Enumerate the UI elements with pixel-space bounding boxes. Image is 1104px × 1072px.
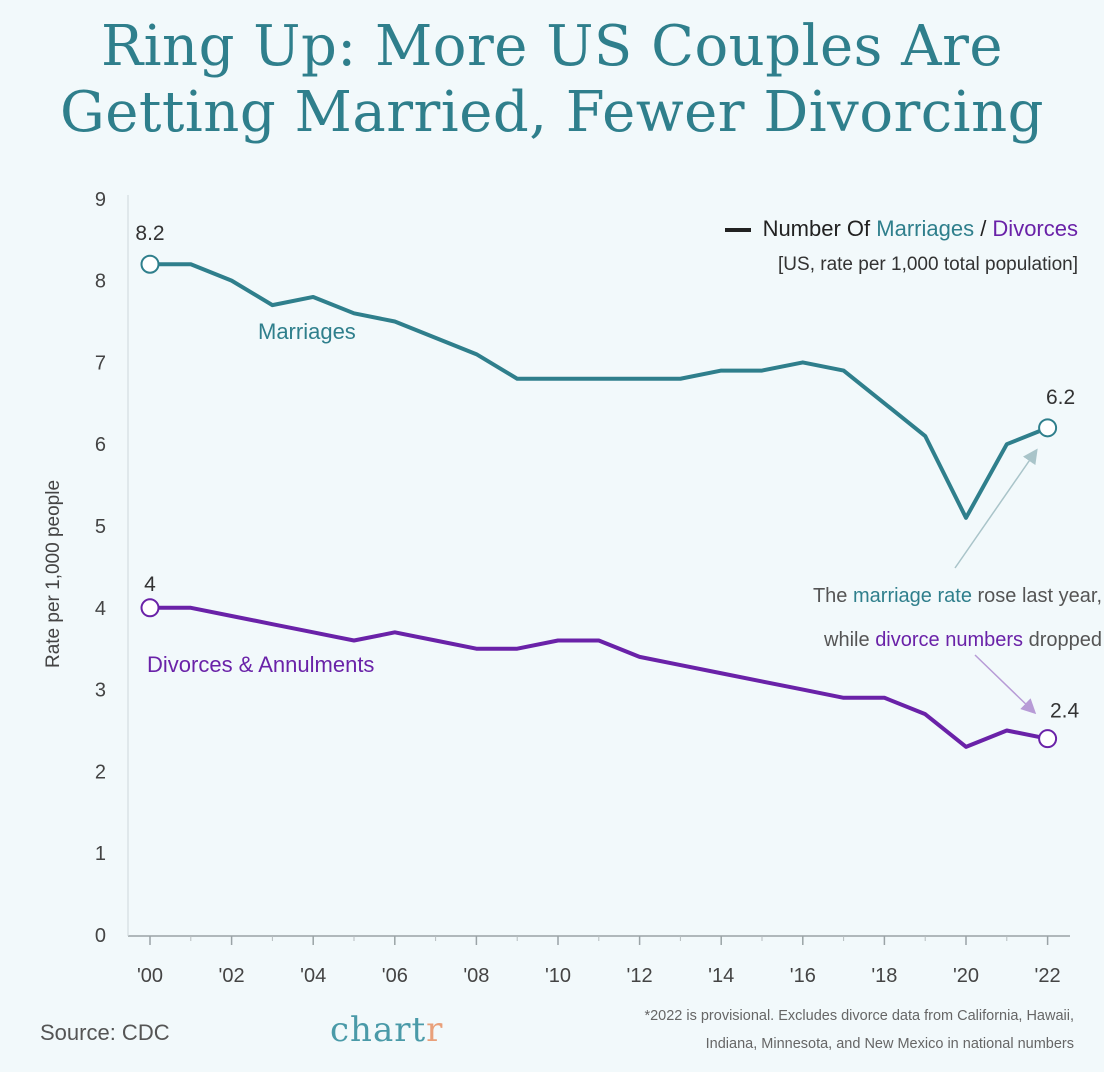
divorces-series-label: Divorces & Annulments	[147, 652, 374, 677]
x-tick-label: '18	[871, 965, 897, 987]
x-tick-label: '00	[137, 965, 163, 987]
title-line-1: Ring Up: More US Couples Are	[100, 14, 1004, 79]
title-line-2: Getting Married, Fewer Divorcing	[60, 80, 1044, 145]
legend-line-icon	[724, 228, 751, 233]
annot-text-2a: while	[824, 629, 876, 651]
legend-subtitle: [US, rate per 1,000 total population]	[778, 254, 1078, 275]
x-tick-label: '22	[1035, 965, 1061, 987]
logo-accent: r	[426, 1010, 444, 1050]
marriages-line	[148, 262, 1050, 520]
x-tick-label: '04	[300, 965, 326, 987]
y-axis-label: Rate per 1,000 people	[43, 479, 64, 669]
x-tick-label: '02	[219, 965, 245, 987]
marriage-annotation-arrow	[954, 448, 1038, 569]
x-tick-label: '08	[463, 965, 489, 987]
x-tick-label: '06	[382, 965, 408, 987]
marriage-start-label: 8.2	[135, 222, 164, 245]
y-tick-label: 1	[95, 843, 106, 865]
legend-title: Number Of Marriages / Divorces	[724, 216, 1078, 242]
annot-text-2b: divorce numbers	[875, 629, 1024, 651]
chart-title: Ring Up: More US Couples Are Getting Mar…	[0, 14, 1104, 146]
y-tick-label: 4	[95, 598, 106, 620]
divorces-start-marker	[140, 598, 160, 618]
y-tick-label: 9	[95, 189, 106, 211]
annotation-line-2: while divorce numbers dropped	[813, 618, 1102, 662]
divorce-start-label: 4	[144, 573, 156, 596]
x-tick-label: '14	[708, 965, 734, 987]
marriages-end-marker	[1038, 418, 1058, 438]
annot-text-1c: rose last year,	[971, 585, 1102, 607]
legend-sep: /	[974, 216, 993, 241]
divorce-annotation-arrow	[974, 654, 1037, 715]
y-tick-label: 7	[95, 352, 106, 374]
y-tick-label: 5	[95, 516, 106, 538]
source-note: Source: CDC	[40, 1020, 170, 1045]
annot-text-1b: marriage rate	[853, 585, 972, 607]
legend-prefix: Number Of	[762, 216, 877, 241]
footnote-line-2: Indiana, Minnesota, and New Mexico in na…	[705, 1036, 1074, 1052]
x-tick-label: '16	[790, 965, 816, 987]
marriages-series-label: Marriages	[258, 319, 356, 344]
x-tick-label: '12	[627, 965, 653, 987]
divorce-end-label: 2.4	[1050, 700, 1080, 723]
legend-marriages: Marriages	[876, 216, 975, 241]
annot-text-1a: The	[812, 585, 853, 607]
footnote-line-1: *2022 is provisional. Excludes divorce d…	[644, 1008, 1074, 1024]
chartr-logo: chartr	[330, 1010, 443, 1050]
legend: Number Of Marriages / Divorces [US, rate…	[724, 216, 1078, 276]
x-tick-label: '10	[545, 965, 571, 987]
divorces-line	[148, 605, 1050, 749]
y-tick-label: 6	[95, 434, 106, 456]
x-tick-label: '20	[953, 965, 979, 987]
annotation-line-1: The marriage rate rose last year,	[813, 574, 1102, 618]
marriage-end-label: 6.2	[1046, 386, 1075, 409]
legend-divorces: Divorces	[992, 216, 1078, 241]
marriages-start-marker	[140, 254, 160, 274]
footnote: *2022 is provisional. Excludes divorce d…	[644, 1002, 1074, 1058]
logo-main: chart	[330, 1010, 427, 1050]
divorces-end-marker	[1038, 729, 1058, 749]
annotation: The marriage rate rose last year, while …	[813, 574, 1102, 662]
y-tick-label: 0	[95, 925, 106, 947]
y-tick-label: 2	[95, 761, 106, 783]
y-tick-label: 3	[95, 680, 106, 702]
y-tick-label: 8	[95, 271, 106, 293]
annot-text-2c: dropped	[1023, 629, 1102, 651]
